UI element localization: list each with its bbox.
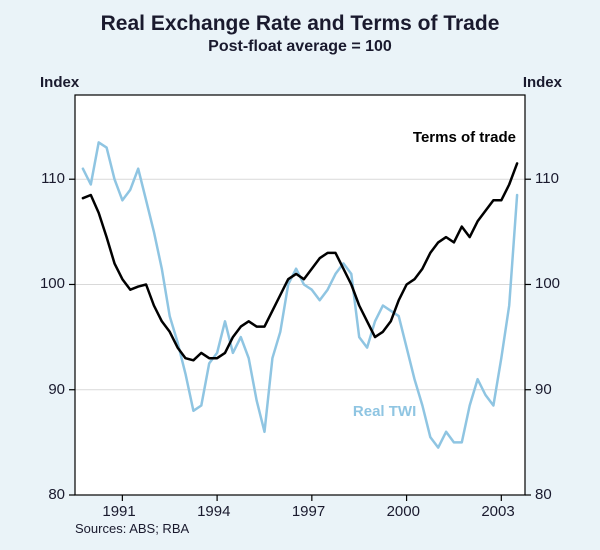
- x-tick: 1997: [292, 503, 325, 520]
- y-tick-left: 90: [48, 381, 65, 398]
- series-label-real-twi: Real TWI: [353, 403, 416, 420]
- x-tick: 1994: [197, 503, 230, 520]
- y-tick-left: 110: [41, 170, 65, 187]
- y-tick-right: 80: [535, 486, 552, 503]
- x-tick: 2000: [387, 503, 420, 520]
- source-text: Sources: ABS; RBA: [75, 521, 189, 536]
- y-tick-right: 110: [535, 170, 559, 187]
- x-tick: 2003: [481, 503, 514, 520]
- y-tick-right: 90: [535, 381, 552, 398]
- y-tick-left: 100: [40, 275, 65, 292]
- y-tick-left: 80: [48, 486, 65, 503]
- y-tick-right: 100: [535, 275, 560, 292]
- chart-container: Real Exchange Rate and Terms of Trade Po…: [0, 0, 600, 550]
- series-label-terms-of-trade: Terms of trade: [413, 129, 516, 146]
- plot-area: [0, 0, 600, 550]
- x-tick: 1991: [102, 503, 135, 520]
